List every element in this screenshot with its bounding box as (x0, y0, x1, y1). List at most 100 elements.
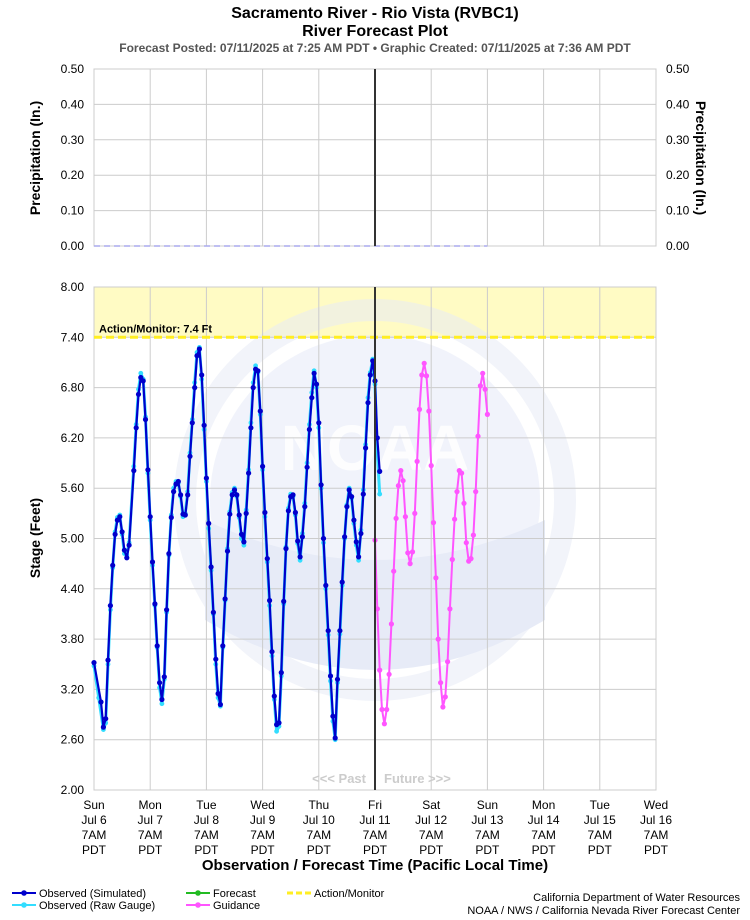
stage-tick-label: 5.60 (61, 481, 85, 495)
x-tick-label: Sun (83, 798, 104, 812)
data-point-observed (164, 607, 170, 613)
data-point-observed (339, 579, 345, 585)
x-tick-label: Sun (477, 798, 498, 812)
x-tick-label: 7AM (82, 828, 107, 842)
precip-tick-label-right: 0.20 (666, 168, 690, 182)
data-point-observed (325, 628, 331, 634)
data-point-observed (227, 511, 233, 517)
legend-marker (195, 890, 201, 896)
precipitation-panel: 0.00 0.00 0.10 0.10 0.20 0.20 0.30 0.30 0.40 0.40… (27, 62, 709, 253)
x-tick-label: Jul 6 (81, 813, 107, 827)
data-point-observed (299, 534, 305, 540)
stage-tick-label: 6.80 (61, 381, 85, 395)
stage-tick-label: 6.20 (61, 431, 85, 445)
stage-panel: NOAA 2.002.603.203.804.405.005.606.206.8… (27, 280, 672, 874)
data-point-guidance (430, 520, 437, 526)
data-point-guidance (435, 636, 441, 642)
x-tick-label: 7AM (194, 828, 219, 842)
precipitation-grid (93, 68, 657, 247)
credit-dwr: California Department of Water Resources (533, 892, 740, 904)
data-point-observed (185, 492, 191, 498)
x-tick-label: 7AM (306, 828, 331, 842)
x-tick-label: Mon (139, 798, 162, 812)
data-point-guidance (438, 680, 444, 686)
data-point-observed (208, 564, 214, 570)
stage-y-axis-label: Stage (Feet) (27, 498, 43, 578)
data-point-guidance (393, 515, 399, 522)
precip-tick-label: 0.40 (61, 97, 85, 111)
precip-tick-label: 0.00 (61, 239, 85, 253)
data-point-observed (309, 395, 315, 401)
data-point-guidance (400, 478, 406, 484)
data-point-observed (290, 492, 296, 498)
data-point-guidance (484, 411, 490, 417)
x-tick-label: Wed (644, 798, 668, 812)
x-tick-label: Jul 9 (250, 813, 276, 827)
precip-tick-label: 0.30 (61, 133, 85, 147)
data-point-observed (98, 699, 104, 705)
data-point-observed (133, 425, 139, 431)
data-point-observed (334, 676, 341, 682)
data-point-observed (363, 445, 369, 451)
x-tick-label: Jul 15 (584, 813, 616, 827)
data-point-observed (213, 656, 219, 662)
data-point-observed (292, 509, 298, 516)
precip-tick-label-right: 0.50 (666, 62, 690, 76)
data-point-observed (337, 628, 343, 634)
data-point-observed (229, 492, 235, 498)
data-point-observed (295, 538, 301, 544)
x-tick-label: PDT (532, 843, 557, 857)
data-point-observed (110, 562, 116, 568)
x-tick-label: Jul 11 (359, 813, 390, 827)
x-tick-label: Sat (422, 798, 441, 812)
data-point-guidance (452, 516, 458, 522)
data-point-guidance (440, 704, 446, 710)
data-point-observed (175, 478, 181, 485)
data-point-observed (316, 420, 322, 426)
data-point-observed (107, 603, 113, 609)
data-point-observed (330, 713, 336, 719)
data-point-observed (320, 535, 327, 542)
data-point-observed (327, 673, 334, 679)
data-point-guidance (391, 568, 397, 574)
data-point-guidance (433, 575, 439, 581)
data-point-raw (377, 491, 383, 497)
x-tick-label: Jul 16 (640, 813, 672, 827)
x-tick-label: PDT (644, 843, 669, 857)
legend-marker (195, 902, 201, 908)
data-point-observed (246, 470, 252, 476)
x-tick-label: Tue (590, 798, 611, 812)
data-point-observed (306, 426, 312, 433)
legend-marker (21, 890, 27, 896)
data-point-guidance (480, 370, 486, 376)
legend-label: Observed (Raw Gauge) (39, 900, 155, 912)
data-point-observed (166, 551, 172, 557)
data-point-observed (192, 385, 198, 391)
data-point-observed (199, 372, 205, 378)
data-point-observed (236, 512, 242, 518)
data-point-observed (222, 596, 228, 602)
x-tick-label: Thu (308, 798, 329, 812)
data-point-observed (238, 531, 245, 537)
data-point-observed (217, 701, 223, 708)
data-point-observed (145, 467, 151, 473)
data-point-observed (142, 416, 149, 423)
x-tick-label: PDT (194, 843, 219, 857)
data-point-observed (154, 643, 160, 649)
precip-tick-label-right: 0.40 (666, 97, 690, 111)
precip-tick-label: 0.20 (61, 168, 85, 182)
x-tick-label: Wed (250, 798, 274, 812)
x-tick-label: PDT (588, 843, 613, 857)
x-tick-label: Jul 7 (138, 813, 164, 827)
data-point-guidance (379, 706, 385, 713)
data-point-guidance (468, 556, 474, 562)
data-point-observed (201, 422, 207, 428)
x-axis-label: Observation / Forecast Time (Pacific Loc… (202, 857, 548, 874)
data-point-observed (149, 559, 156, 565)
precip-y-axis-label-right: Precipitation (In.) (693, 101, 709, 215)
data-point-observed (344, 504, 350, 510)
series-line-observed (92, 347, 381, 740)
legend-label: Forecast (213, 888, 256, 900)
precip-tick-label-right: 0.00 (666, 239, 690, 253)
